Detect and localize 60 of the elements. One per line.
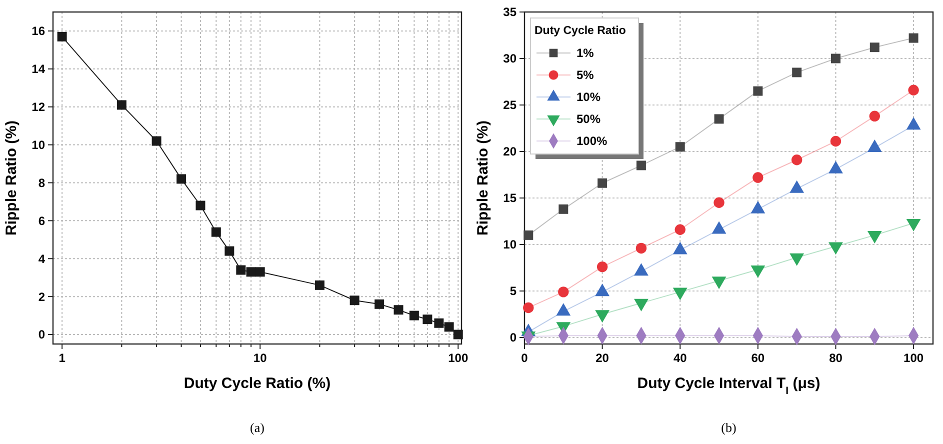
y-tick-label: 0: [510, 330, 517, 345]
x-tick-label: 20: [596, 351, 610, 365]
point: [523, 302, 534, 314]
point: [870, 42, 880, 52]
legend-title: Duty Cycle Ratio: [534, 25, 626, 37]
y-tick-label: 4: [38, 252, 46, 266]
point: [714, 114, 724, 124]
y-tick-label: 10: [503, 238, 517, 252]
legend-label: 100%: [576, 134, 608, 148]
point: [791, 154, 802, 166]
y-tick-label: 5: [510, 284, 517, 298]
legend-label: 10%: [576, 90, 601, 104]
point: [596, 261, 608, 272]
y-axis-title: Ripple Ratio (%): [3, 120, 20, 236]
point: [908, 84, 919, 96]
y-tick-label: 10: [32, 138, 46, 152]
y-tick-label: 30: [503, 52, 517, 66]
x-tick-label: 60: [751, 351, 765, 365]
x-axis-title: Duty Cycle Interval T$_{I}$ (μs): [637, 375, 820, 397]
x-tick-label: 0: [521, 351, 528, 365]
point: [830, 54, 840, 64]
legend-label: 50%: [576, 112, 601, 126]
x-axis-title: Duty Cycle Ratio (%): [184, 375, 331, 392]
point: [598, 178, 608, 188]
legend-label: 1%: [576, 46, 594, 60]
y-tick-label: 6: [38, 214, 46, 228]
y-tick-label: 2: [38, 290, 46, 304]
point: [792, 68, 802, 78]
point: [753, 86, 763, 96]
point: [869, 110, 880, 122]
point: [830, 136, 842, 147]
point: [752, 172, 764, 183]
x-tick-label: 10: [253, 351, 268, 365]
point: [908, 33, 918, 43]
y-tick-label: 16: [32, 24, 46, 38]
x-tick-label: 40: [673, 351, 688, 365]
x-tick-label: 100: [448, 351, 468, 365]
y-tick-label: 12: [32, 100, 46, 114]
point: [675, 142, 685, 152]
point: [636, 242, 647, 254]
x-tick-label: 80: [829, 351, 843, 365]
y-tick-label: 35: [503, 5, 517, 20]
point: [558, 204, 568, 214]
x-tick-label: 1: [58, 351, 66, 365]
y-tick-label: 8: [38, 176, 46, 190]
y-axis-title: Ripple Ratio (%): [474, 120, 492, 236]
x-tick-label: 100: [904, 351, 924, 365]
point: [714, 197, 724, 208]
point: [674, 224, 686, 235]
y-tick-label: 25: [503, 98, 517, 112]
y-tick-label: 14: [32, 62, 46, 76]
y-tick-label: 15: [503, 191, 517, 206]
point: [558, 286, 569, 298]
point: [524, 230, 534, 240]
point: [636, 160, 646, 170]
legend-label: 5%: [576, 68, 594, 82]
text: (b): [721, 420, 736, 435]
y-tick-label: 20: [503, 144, 517, 159]
text: (a): [250, 420, 264, 435]
y-tick-label: 0: [38, 328, 46, 342]
